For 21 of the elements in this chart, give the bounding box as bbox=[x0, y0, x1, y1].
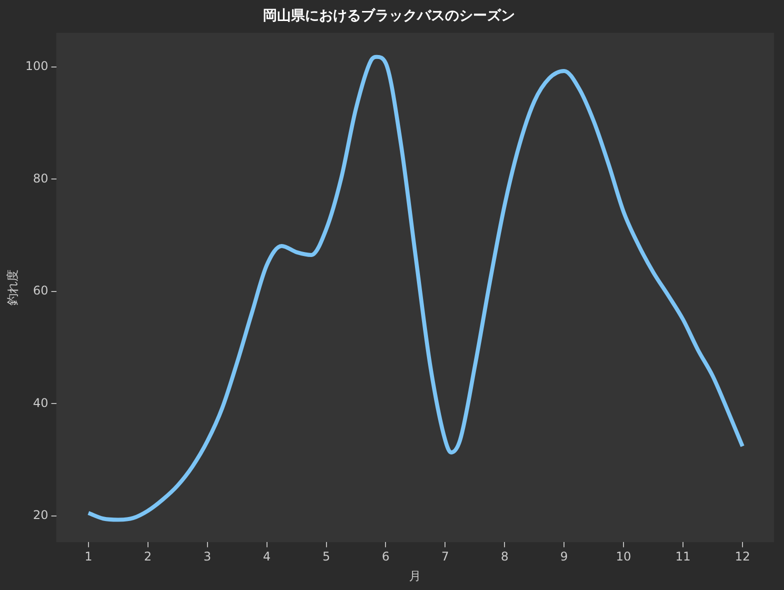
x-tick-label: 9 bbox=[560, 550, 568, 564]
x-tick-label: 8 bbox=[500, 550, 508, 564]
y-tick-label: 80 bbox=[33, 171, 48, 186]
x-tick-label: 10 bbox=[616, 550, 632, 564]
x-tick-label: 2 bbox=[144, 550, 152, 564]
x-tick-label: 5 bbox=[322, 550, 330, 564]
chart-title: 岡山県におけるブラックバスのシーズン bbox=[263, 7, 515, 24]
y-tick-label: 40 bbox=[33, 396, 48, 410]
x-tick-label: 11 bbox=[675, 550, 691, 564]
y-axis-title: 釣れ度 bbox=[5, 270, 20, 306]
x-tick-label: 7 bbox=[441, 550, 449, 564]
x-axis-title: 月 bbox=[409, 568, 422, 583]
y-tick-label: 20 bbox=[33, 508, 48, 522]
x-tick-label: 12 bbox=[734, 550, 750, 564]
x-tick-label: 3 bbox=[204, 550, 212, 564]
y-tick-label: 60 bbox=[33, 284, 48, 298]
x-tick-label: 4 bbox=[262, 550, 271, 564]
y-tick-label: 100 bbox=[25, 59, 48, 74]
x-tick-label: 1 bbox=[84, 550, 92, 564]
x-tick-label: 6 bbox=[382, 550, 390, 564]
line-series bbox=[86, 54, 744, 522]
